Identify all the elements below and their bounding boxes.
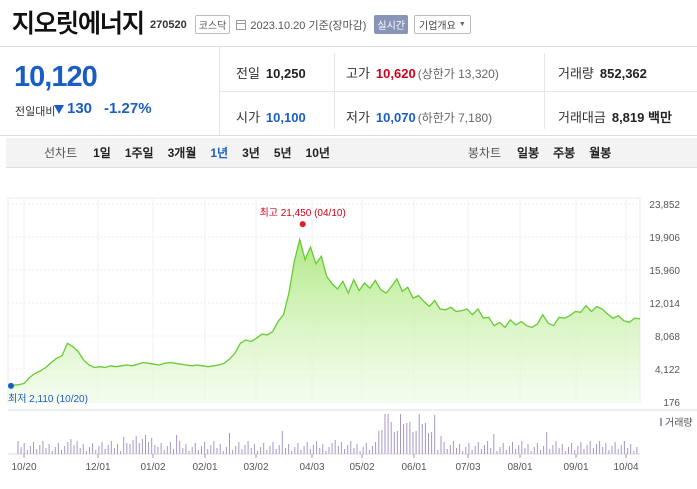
change-value: 130 bbox=[67, 100, 93, 117]
change-percent: -1.27% bbox=[104, 100, 152, 117]
x-tick-label: 05/02 bbox=[349, 462, 374, 473]
stat-value: 10,620 bbox=[375, 66, 416, 81]
stat-volume: 거래량 852,362 bbox=[558, 63, 647, 82]
tab-daily-candle[interactable]: 일봉 bbox=[517, 146, 540, 160]
line-chart-header: 선차트 bbox=[44, 146, 78, 160]
y-tick-label: 23,852 bbox=[649, 200, 680, 211]
stat-label: 전일 bbox=[236, 66, 260, 81]
y-tick-label: 4,122 bbox=[655, 365, 680, 376]
stat-value: 8,819 백만 bbox=[611, 110, 672, 125]
market-badge: 코스닥 bbox=[194, 14, 231, 34]
realtime-button[interactable]: 실시간 bbox=[374, 14, 408, 34]
price-chart: 23,852 19,906 15,960 12,014 8,068 4,122 176 최고 … bbox=[0, 182, 697, 484]
min-label: 최저 2,110 (10/20) bbox=[8, 393, 88, 405]
stat-low: 저가 10,070 (하한가 7,180) bbox=[346, 107, 492, 126]
quote-panel: 10,120 전일대비 130 -1.27% 전일 10,250 고가 10,620… bbox=[0, 46, 697, 136]
chart-period-tabs: 선차트 1일 1주일 3개월 1년 3년 5년 10년 봉차트 일봉 주봉 월봉 bbox=[6, 138, 697, 168]
tab-monthly-candle[interactable]: 월봉 bbox=[589, 146, 612, 160]
title-bar: 지오릿에너지 270520 코스닥 2023.10.20 기준(장마감) 실시간… bbox=[0, 0, 697, 44]
min-marker bbox=[8, 382, 14, 389]
tab-3m[interactable]: 3개월 bbox=[167, 146, 197, 160]
x-tick-label: 03/02 bbox=[243, 462, 268, 473]
y-tick-label: 19,906 bbox=[649, 233, 680, 244]
x-tick-label: 10/04 bbox=[613, 462, 638, 473]
x-tick-label: 04/03 bbox=[299, 462, 324, 473]
stat-label: 저가 bbox=[346, 110, 370, 125]
stat-value: 10,070 bbox=[375, 110, 416, 125]
current-price-block: 10,120 전일대비 130 -1.27% bbox=[0, 47, 220, 135]
divider bbox=[220, 91, 697, 92]
stat-high: 고가 10,620 (상한가 13,320) bbox=[346, 63, 499, 82]
stat-value: 852,362 bbox=[599, 66, 647, 81]
caret-down-icon: ▼ bbox=[458, 20, 466, 28]
x-tick-label: 07/03 bbox=[455, 462, 480, 473]
down-triangle-icon bbox=[54, 105, 64, 114]
stat-label: 고가 bbox=[346, 66, 370, 81]
divider bbox=[334, 53, 335, 129]
tab-1w[interactable]: 1주일 bbox=[124, 146, 154, 160]
tab-1d[interactable]: 1일 bbox=[93, 146, 111, 160]
stat-label: 거래량 bbox=[558, 66, 594, 81]
tab-5y[interactable]: 5년 bbox=[273, 146, 292, 160]
candle-chart-header: 봉차트 bbox=[467, 146, 502, 160]
x-tick-label: 08/01 bbox=[507, 462, 532, 473]
x-tick-label: 10/20 bbox=[11, 462, 36, 473]
x-tick-label: 06/01 bbox=[401, 462, 426, 473]
change-label: 전일대비 bbox=[15, 106, 56, 118]
max-label: 최고 21,450 (04/10) bbox=[260, 207, 346, 219]
stat-prev: 전일 10,250 bbox=[236, 63, 306, 82]
price-line bbox=[7, 237, 641, 387]
stock-code: 270520 bbox=[150, 19, 187, 31]
stat-value: 10,100 bbox=[265, 110, 306, 125]
stat-label: 시가 bbox=[236, 110, 260, 125]
current-price: 10,120 bbox=[14, 61, 98, 93]
quote-date: 2023.10.20 기준(장마감) bbox=[250, 19, 367, 32]
y-tick-label: 176 bbox=[663, 398, 680, 409]
max-marker bbox=[299, 221, 306, 228]
volume-legend-label: 거래량 bbox=[665, 417, 693, 429]
stat-label: 거래대금 bbox=[558, 110, 606, 125]
x-tick-label: 01/02 bbox=[140, 462, 165, 473]
y-tick-label: 8,068 bbox=[655, 332, 680, 343]
corp-info-label: 기업개요 bbox=[419, 20, 456, 32]
tab-3y[interactable]: 3년 bbox=[242, 146, 260, 160]
price-area bbox=[8, 239, 640, 402]
y-tick-label: 12,014 bbox=[649, 299, 680, 310]
upper-limit: (상한가 13,320) bbox=[417, 67, 499, 81]
corp-info-dropdown[interactable]: 기업개요 ▼ bbox=[414, 14, 471, 34]
lower-limit: (하한가 7,180) bbox=[417, 111, 493, 125]
stat-value: 10,250 bbox=[265, 66, 306, 81]
stat-open: 시가 10,100 bbox=[236, 107, 306, 126]
x-tick-label: 09/01 bbox=[563, 462, 588, 473]
volume-legend-swatch bbox=[660, 418, 662, 426]
stat-amount: 거래대금 8,819 백만 bbox=[558, 107, 672, 126]
x-tick-label: 02/01 bbox=[192, 462, 217, 473]
tab-10y[interactable]: 10년 bbox=[305, 146, 330, 160]
tab-1y[interactable]: 1년 bbox=[210, 146, 229, 160]
price-chart-svg: 23,852 19,906 15,960 12,014 8,068 4,122 176 최고 … bbox=[7, 197, 697, 473]
tab-weekly-candle[interactable]: 주봉 bbox=[553, 146, 576, 160]
divider bbox=[544, 53, 545, 129]
company-name: 지오릿에너지 bbox=[12, 10, 145, 38]
y-tick-label: 15,960 bbox=[649, 266, 680, 277]
x-tick-label: 12/01 bbox=[85, 462, 110, 473]
calendar-icon bbox=[236, 19, 247, 30]
